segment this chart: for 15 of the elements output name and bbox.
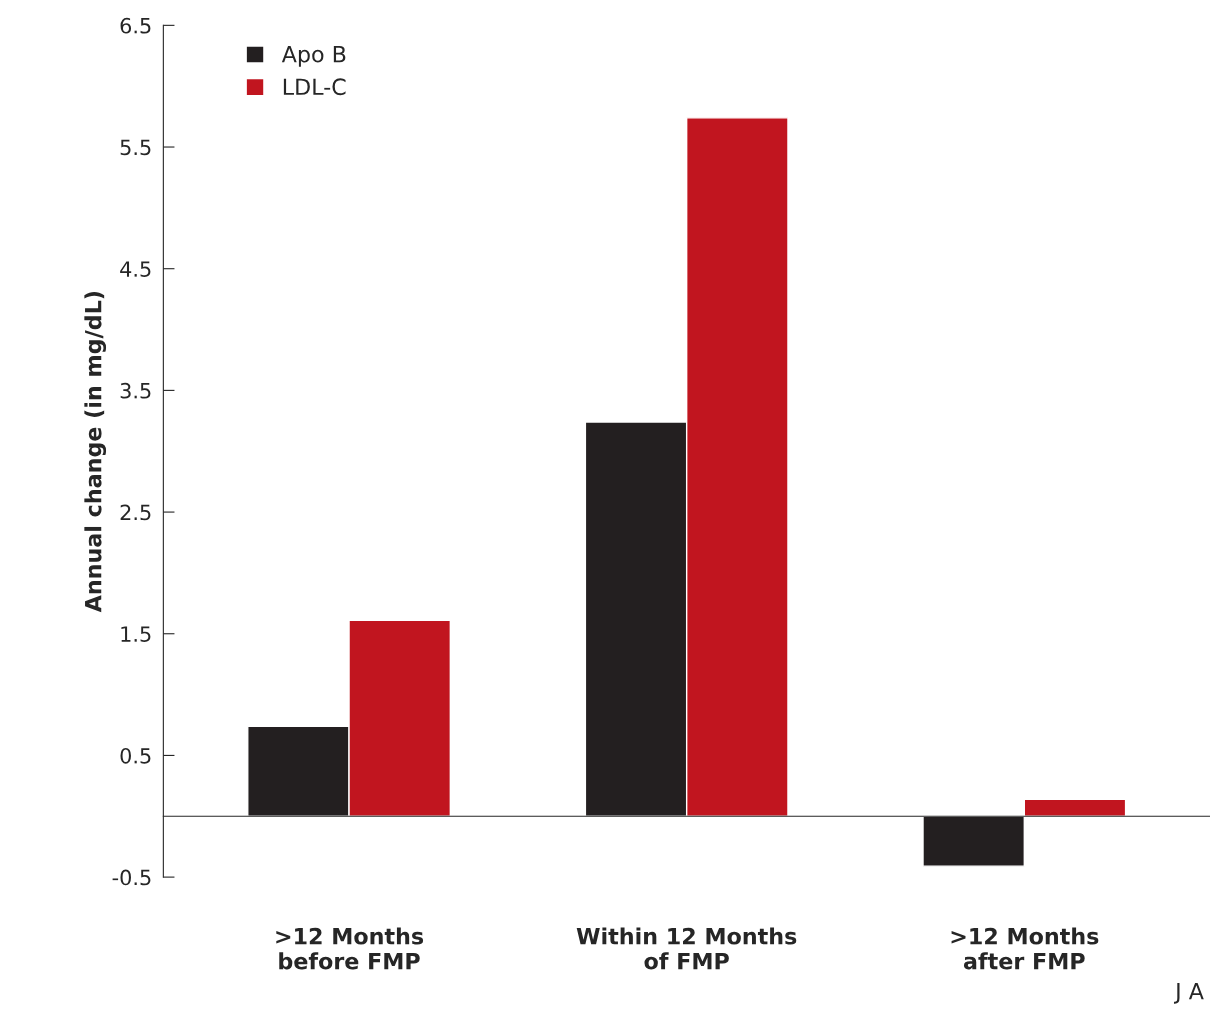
y-tick-label: 0.5 [120, 747, 151, 764]
y-tick-label: 2.5 [120, 504, 151, 521]
legend-label: Apo B [281, 46, 346, 67]
y-tick-label: 1.5 [121, 626, 151, 642]
legend-label: LDL-C [283, 78, 346, 96]
x-tick-label: >12 Months after FMP [951, 927, 1099, 970]
text: J A [1173, 983, 1204, 1004]
y-axis-title: Annual change (in mg/dL) [84, 292, 107, 613]
y-tick-label: -0.5 [112, 869, 151, 886]
y-tick-label: 4.5 [120, 261, 151, 277]
y-tick-label: 5.5 [120, 139, 151, 156]
y-tick-label: 6.5 [120, 17, 151, 34]
y-tick-label: 3.5 [120, 382, 151, 399]
x-tick-label: Within 12 Months of FMP [576, 927, 797, 970]
x-tick-label: >12 Months before FMP [276, 927, 424, 970]
